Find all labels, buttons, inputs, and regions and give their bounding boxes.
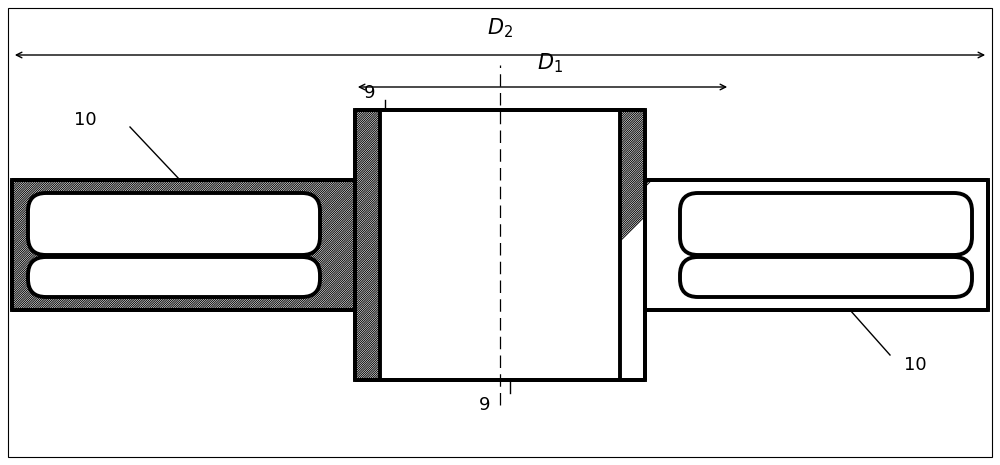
- Text: 10: 10: [74, 111, 96, 129]
- FancyBboxPatch shape: [28, 257, 320, 297]
- FancyBboxPatch shape: [680, 257, 972, 297]
- Text: $D_1$: $D_1$: [537, 52, 563, 75]
- Polygon shape: [355, 110, 645, 380]
- Text: 9: 9: [364, 84, 376, 102]
- Polygon shape: [380, 110, 620, 380]
- Polygon shape: [645, 180, 988, 310]
- Text: $D_2$: $D_2$: [487, 16, 513, 40]
- FancyBboxPatch shape: [680, 193, 972, 255]
- Polygon shape: [12, 180, 355, 310]
- Text: 10: 10: [904, 356, 926, 374]
- Text: 9: 9: [479, 396, 491, 414]
- FancyBboxPatch shape: [28, 193, 320, 255]
